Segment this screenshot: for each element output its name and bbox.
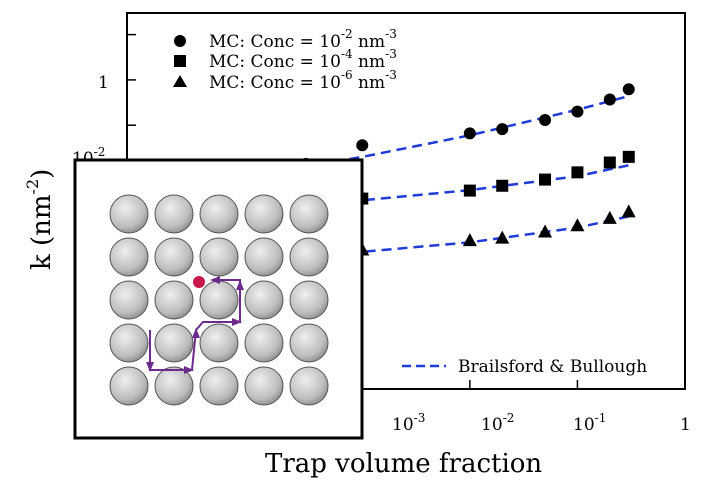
x-tick-label-3: 10-1 bbox=[573, 411, 606, 435]
data-point-s1-3 bbox=[356, 139, 369, 152]
trap-sphere bbox=[289, 237, 329, 277]
path-arrow-4 bbox=[232, 318, 242, 326]
trap-sphere bbox=[199, 323, 239, 363]
trap-sphere bbox=[109, 366, 149, 406]
data-point-s2-6 bbox=[603, 156, 616, 169]
legend-entry-3: MC: Conc = 10-6 nm-3 bbox=[209, 68, 397, 93]
x-axis-title: Trap volume fraction bbox=[265, 449, 542, 479]
trap-sphere bbox=[289, 280, 329, 320]
x-tick-label-1: 10-3 bbox=[392, 411, 425, 435]
trap-sphere bbox=[244, 280, 284, 320]
data-point-s1-4 bbox=[463, 127, 476, 140]
legend: MC: Conc = 10-2 nm-3 MC: Conc = 10-4 nm-… bbox=[173, 27, 397, 93]
trap-sphere bbox=[109, 194, 149, 234]
path-arrow-3 bbox=[192, 328, 200, 338]
path-arrow-5 bbox=[236, 280, 244, 290]
diffusing-particle bbox=[193, 276, 205, 288]
trap-grid bbox=[109, 194, 329, 406]
trap-sphere bbox=[289, 323, 329, 363]
data-point-s1-5 bbox=[496, 123, 509, 136]
trap-sphere bbox=[109, 280, 149, 320]
x-tick-label-4: 1 bbox=[680, 415, 691, 435]
trap-sphere bbox=[109, 237, 149, 277]
path-arrow-6 bbox=[210, 276, 220, 284]
legend-entry-2: MC: Conc = 10-4 nm-3 bbox=[209, 47, 397, 72]
trap-sphere bbox=[244, 366, 284, 406]
trap-sphere bbox=[154, 280, 194, 320]
trap-sphere bbox=[199, 194, 239, 234]
trap-sphere bbox=[244, 194, 284, 234]
data-point-s1-6 bbox=[539, 114, 552, 127]
data-point-s1-8 bbox=[603, 93, 616, 106]
trap-sphere bbox=[199, 366, 239, 406]
legend-marker-square bbox=[174, 55, 186, 67]
trap-sphere bbox=[199, 280, 239, 320]
data-point-s3-7 bbox=[621, 204, 636, 218]
trap-sphere bbox=[109, 323, 149, 363]
trap-sphere bbox=[199, 237, 239, 277]
trap-sphere bbox=[289, 366, 329, 406]
data-point-s3-2 bbox=[462, 233, 477, 247]
legend-entry-1: MC: Conc = 10-2 nm-3 bbox=[209, 27, 397, 52]
data-point-s1-9 bbox=[622, 83, 635, 96]
data-point-s1-7 bbox=[571, 105, 584, 118]
trap-sphere bbox=[154, 237, 194, 277]
data-point-s2-5 bbox=[571, 166, 584, 179]
data-point-s2-2 bbox=[463, 184, 476, 197]
trap-sphere bbox=[289, 194, 329, 234]
trap-sphere bbox=[154, 323, 194, 363]
diffusion-path bbox=[146, 276, 244, 374]
trap-sphere bbox=[244, 237, 284, 277]
path-arrow-2 bbox=[184, 366, 194, 374]
data-point-s3-6 bbox=[602, 210, 617, 224]
data-point-s3-5 bbox=[570, 218, 585, 232]
data-point-s2-4 bbox=[539, 173, 552, 186]
path-arrow-1 bbox=[146, 362, 154, 372]
trap-sphere bbox=[154, 366, 194, 406]
data-point-s2-3 bbox=[496, 179, 509, 192]
trap-sphere bbox=[244, 323, 284, 363]
legend-marker-triangle bbox=[173, 75, 187, 87]
fit-legend-label: Brailsford & Bullough bbox=[458, 357, 647, 377]
inset bbox=[73, 158, 364, 440]
y-axis-title: k (nm-2) bbox=[23, 169, 57, 270]
legend-marker-circle bbox=[174, 35, 186, 47]
y-tick-label-1: 1 bbox=[98, 73, 109, 93]
data-point-s2-7 bbox=[622, 150, 635, 163]
x-tick-label-2: 10-2 bbox=[481, 411, 514, 435]
trap-sphere bbox=[154, 194, 194, 234]
data-point-s3-3 bbox=[495, 230, 510, 244]
data-point-s3-4 bbox=[538, 224, 553, 238]
